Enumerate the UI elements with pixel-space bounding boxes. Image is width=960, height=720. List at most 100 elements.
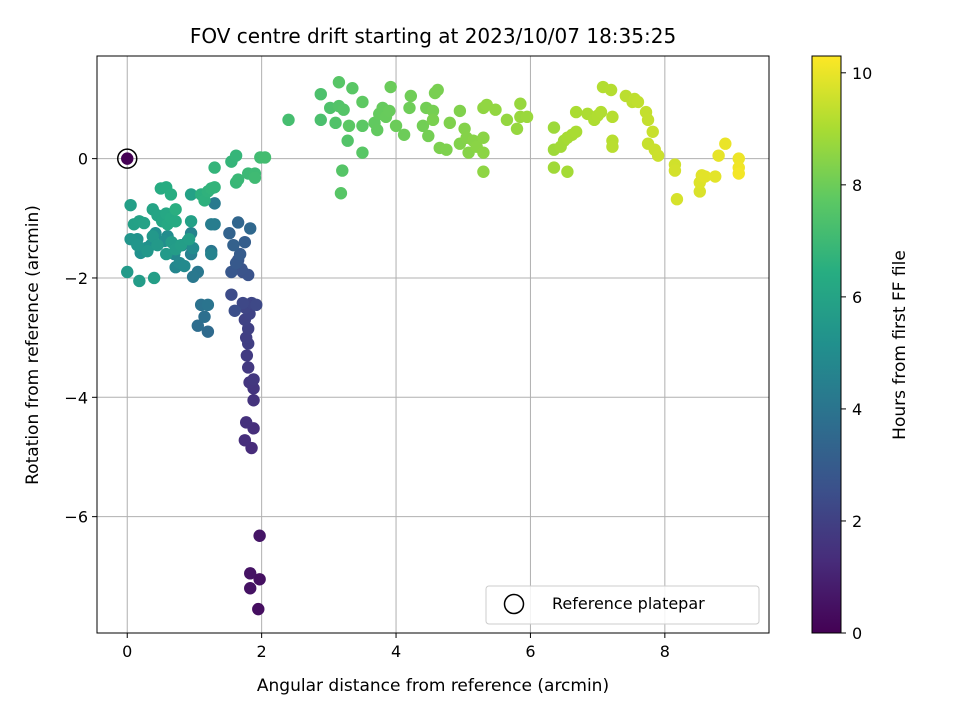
data-point: [228, 304, 241, 317]
data-point: [712, 149, 725, 162]
x-tick-label: 2: [257, 642, 267, 661]
y-axis-ticks: 0 −2 −4 −6: [64, 150, 97, 527]
data-point: [404, 89, 418, 103]
data-point: [520, 110, 534, 124]
legend-box: [485, 585, 760, 625]
data-point: [205, 247, 218, 261]
data-point: [514, 97, 527, 110]
data-point: [248, 171, 262, 184]
data-point: [547, 121, 561, 134]
data-point: [137, 216, 151, 230]
data-point: [631, 95, 645, 109]
data-point: [693, 185, 706, 198]
data-point: [253, 573, 266, 586]
colorbar-tick-label: 8: [852, 176, 862, 195]
data-point: [244, 567, 257, 580]
data-point: [356, 119, 369, 133]
data-point: [336, 164, 349, 177]
data-point: [698, 170, 712, 183]
data-point: [124, 198, 137, 212]
legend-label: Reference platepar: [552, 594, 705, 613]
data-point: [732, 167, 745, 180]
data-point: [227, 238, 240, 252]
data-point: [719, 137, 732, 150]
data-point: [253, 529, 266, 542]
data-point: [668, 164, 682, 177]
data-point: [229, 149, 243, 162]
data-point: [258, 151, 272, 164]
data-point: [247, 394, 260, 407]
data-point: [426, 113, 440, 127]
data-point: [225, 288, 238, 301]
data-point: [164, 188, 178, 201]
data-point: [191, 319, 204, 332]
data-point: [184, 188, 198, 201]
data-point: [453, 104, 467, 118]
data-point: [205, 218, 218, 231]
data-point: [384, 80, 397, 94]
data-point: [121, 265, 134, 279]
data-point: [147, 271, 161, 285]
data-point: [208, 181, 221, 194]
data-point: [208, 197, 221, 210]
colorbar-tick-label: 4: [852, 400, 862, 419]
x-axis-label: Angular distance from reference (arcmin): [257, 676, 609, 696]
data-point: [250, 298, 263, 312]
colorbar-ticks: 0 2 4 6 8 10: [841, 64, 872, 643]
data-point: [239, 416, 253, 429]
reference-marker-layer: [116, 148, 138, 169]
reference-point: [121, 152, 134, 165]
y-axis-label: Rotation from reference (arcmin): [23, 205, 43, 485]
legend: Reference platepar: [485, 585, 760, 625]
data-point: [561, 165, 574, 178]
colorbar: 0 2 4 6 8 10 Hours from first FF file: [811, 55, 910, 643]
data-point: [314, 113, 327, 127]
data-point: [641, 113, 655, 127]
data-point: [670, 193, 684, 206]
data-point: [346, 82, 359, 95]
data-point: [594, 105, 608, 119]
data-point: [231, 173, 245, 186]
colorbar-frame: [811, 55, 842, 634]
data-point: [389, 119, 403, 133]
data-point: [236, 296, 250, 310]
data-point: [208, 161, 221, 174]
data-point: [341, 134, 354, 147]
data-point: [477, 146, 490, 159]
data-point: [403, 101, 416, 115]
colorbar-gradient: [812, 56, 841, 633]
data-point: [169, 203, 182, 216]
data-point: [383, 104, 396, 118]
data-points: [121, 76, 745, 616]
data-point: [252, 602, 265, 616]
data-point: [397, 128, 411, 141]
data-point: [231, 216, 245, 229]
y-tick-label: −2: [64, 269, 88, 288]
colorbar-tick-label: 6: [852, 288, 862, 307]
data-point: [356, 146, 369, 159]
data-point: [510, 122, 524, 135]
data-point: [182, 232, 196, 246]
chart-title: FOV centre drift starting at 2023/10/07 …: [190, 24, 676, 48]
data-point: [489, 103, 502, 116]
data-point: [160, 247, 173, 261]
data-point: [356, 95, 369, 109]
data-point: [169, 215, 182, 228]
data-point: [431, 83, 444, 97]
x-axis-ticks: 0 2 4 6 8: [122, 633, 670, 661]
x-tick-label: 6: [525, 642, 535, 661]
data-point: [440, 143, 453, 156]
data-point: [651, 149, 665, 162]
data-point: [342, 119, 356, 133]
data-point: [443, 116, 456, 130]
data-point: [151, 238, 164, 252]
data-point: [131, 238, 144, 252]
data-point: [337, 103, 350, 116]
data-point: [184, 215, 198, 228]
colorbar-label: Hours from first FF file: [890, 250, 910, 440]
data-point: [244, 222, 257, 235]
data-point: [646, 125, 659, 138]
data-point: [314, 87, 327, 101]
data-point: [422, 129, 435, 143]
